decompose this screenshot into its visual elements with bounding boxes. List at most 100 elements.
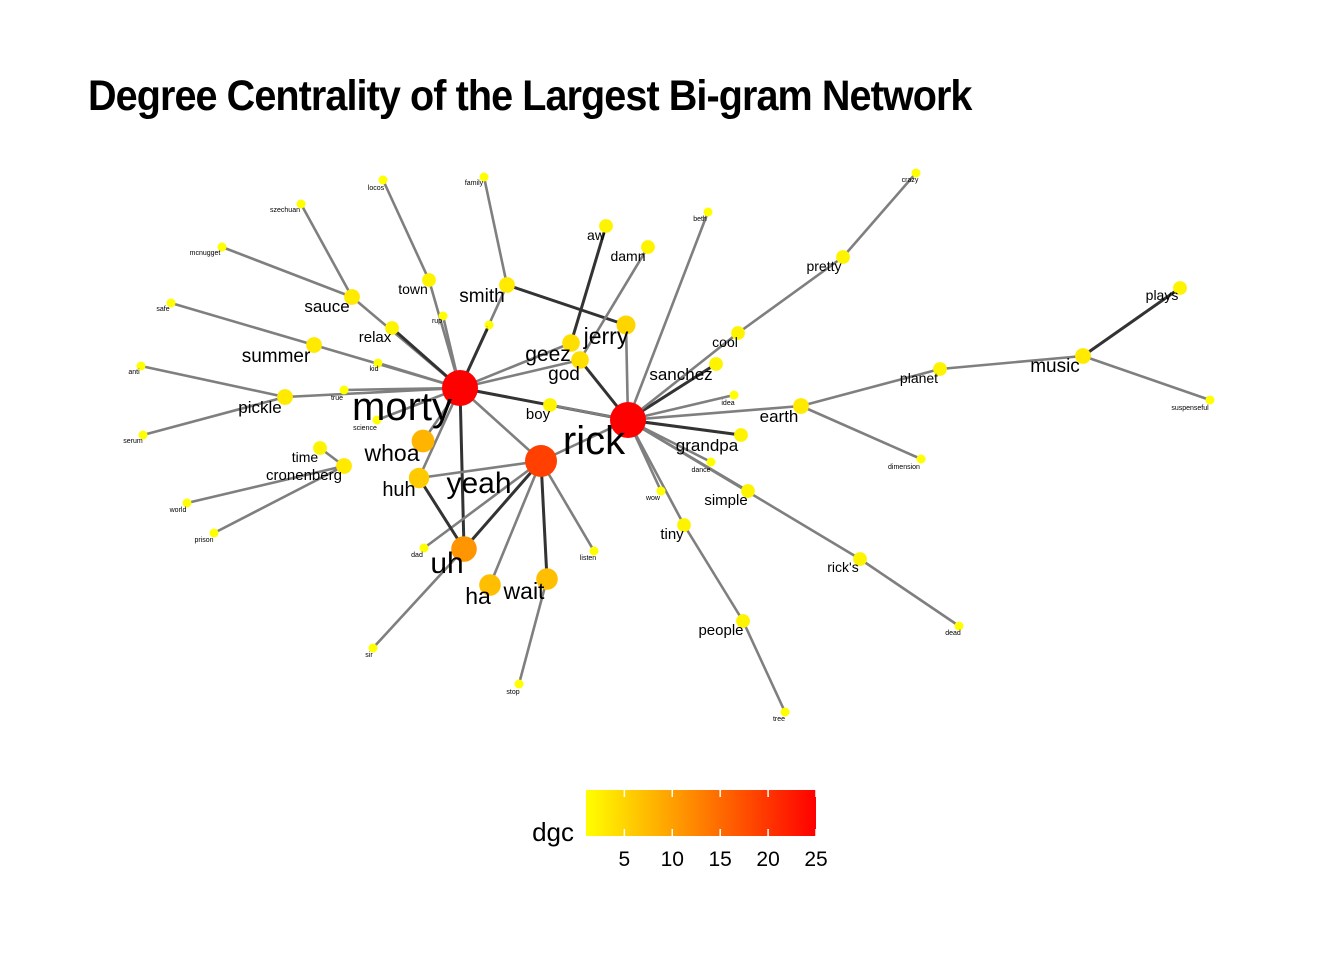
node-label-crazy: crazy [902,177,919,184]
node-cronenberg [336,458,352,474]
legend-tick-label: 5 [618,848,630,871]
edge-morty-yeah [459,387,542,462]
edge-rick-grandpa [627,418,742,437]
edge-smith-family [482,176,509,286]
node-szechuan [296,199,306,209]
node-label-serum: serum [123,438,143,445]
edge-rick-earth [627,404,802,422]
edge-rick-cool [627,331,739,422]
node-label-grandpa: grandpa [676,436,739,455]
node-label-damn: damn [610,248,645,264]
edge-yeah-huh [418,459,542,480]
node-people [736,614,750,628]
edge-cronenberg-world [186,464,345,505]
edge-music-suspenseful [1082,354,1211,402]
node-science [372,415,382,425]
node-label-music: music [1030,356,1080,377]
node-geez [562,334,580,352]
node-dad [419,543,429,553]
edge-music-plays [1082,286,1181,358]
node-pretty [836,250,850,264]
node-label-people: people [698,622,743,639]
edge-morty-true [343,386,461,392]
node-label-relax: relax [359,329,392,346]
node-uh [451,536,477,562]
edge-cronenberg-prison [213,464,345,535]
edge-people-tree [741,620,787,713]
node-label-morty: morty [352,385,452,429]
node-jerry [616,315,636,335]
node-sir [368,643,378,653]
node-locos [378,175,388,185]
node-i [484,320,494,330]
node-damn [641,240,655,254]
node-label-world: world [169,507,187,514]
legend-tick-label: 20 [756,848,779,871]
node-label-rup: rup [432,318,442,325]
edge-yeah-wait [539,460,549,580]
node-sanchez [709,357,723,371]
node-label-science: science [353,425,377,432]
edge-rick-beth [626,211,710,421]
node-pickle [277,389,293,405]
node-label-wow: wow [645,495,661,502]
node-label-true: true [331,395,343,402]
edge-geez-aw [569,225,608,344]
node-label-plays: plays [1146,287,1179,303]
node-family [479,172,489,182]
node-grandpa [734,428,748,442]
node-label-simple: simple [704,492,747,509]
legend-ticks: 5 10 15 20 25 [618,790,828,871]
node-true [339,385,349,395]
node-label-i: i [486,327,488,334]
node-label-rick: rick [563,419,626,463]
node-label-aw: aw [587,227,606,243]
node-label-dead: dead [945,630,961,637]
edge-uh-sir [372,548,465,649]
node-label-smith: smith [459,286,504,307]
node-relax [385,321,399,335]
node-aw [599,219,613,233]
node-label-wait: wait [503,578,546,604]
node-rup [438,311,448,321]
edge-cool-pretty [737,255,844,335]
node-huh [408,467,430,489]
node-listen [589,546,599,556]
node-label-time: time [292,449,319,465]
edge-earth-planet [800,367,941,408]
node-idea [729,390,739,400]
edge-yeah-dad [423,459,542,550]
edge-sauce-mcnugget [221,245,353,299]
edge-planet-music [939,354,1084,371]
nodes-layer [136,168,1215,717]
legend-colorbar [586,790,816,836]
labels-layer: morty rick yeah uh whoa ha wait huh jerry geezgod… [123,177,1209,723]
edges-layer [140,172,1211,713]
node-label-kid: kid [370,366,379,373]
legend-tick-label: 15 [708,848,731,871]
node-label-earth: earth [760,407,799,426]
node-label-summer: summer [242,346,311,367]
node-time [313,441,327,455]
node-ha [479,574,501,596]
node-label-planet: planet [900,370,938,386]
node-beth [703,207,713,217]
node-label-suspenseful: suspenseful [1171,405,1209,412]
edge-tiny-people [682,524,745,622]
node-label-szechuan: szechuan [270,207,300,214]
node-label-dad: dad [411,552,423,559]
edge-wait-stop [517,578,549,685]
node-tiny [677,518,691,532]
legend-tick-label: 25 [804,848,827,871]
node-label-safe: safe [156,306,169,313]
node-prison [209,528,219,538]
node-label-locos: locos [368,185,385,192]
edge-sauce-szechuan [299,203,354,298]
node-wait [536,568,558,590]
node-label-sanchez: sanchez [649,365,712,384]
node-label-ricks: rick's [827,559,858,575]
node-label-beth: beth [693,216,707,223]
edge-rick-idea [627,393,735,422]
